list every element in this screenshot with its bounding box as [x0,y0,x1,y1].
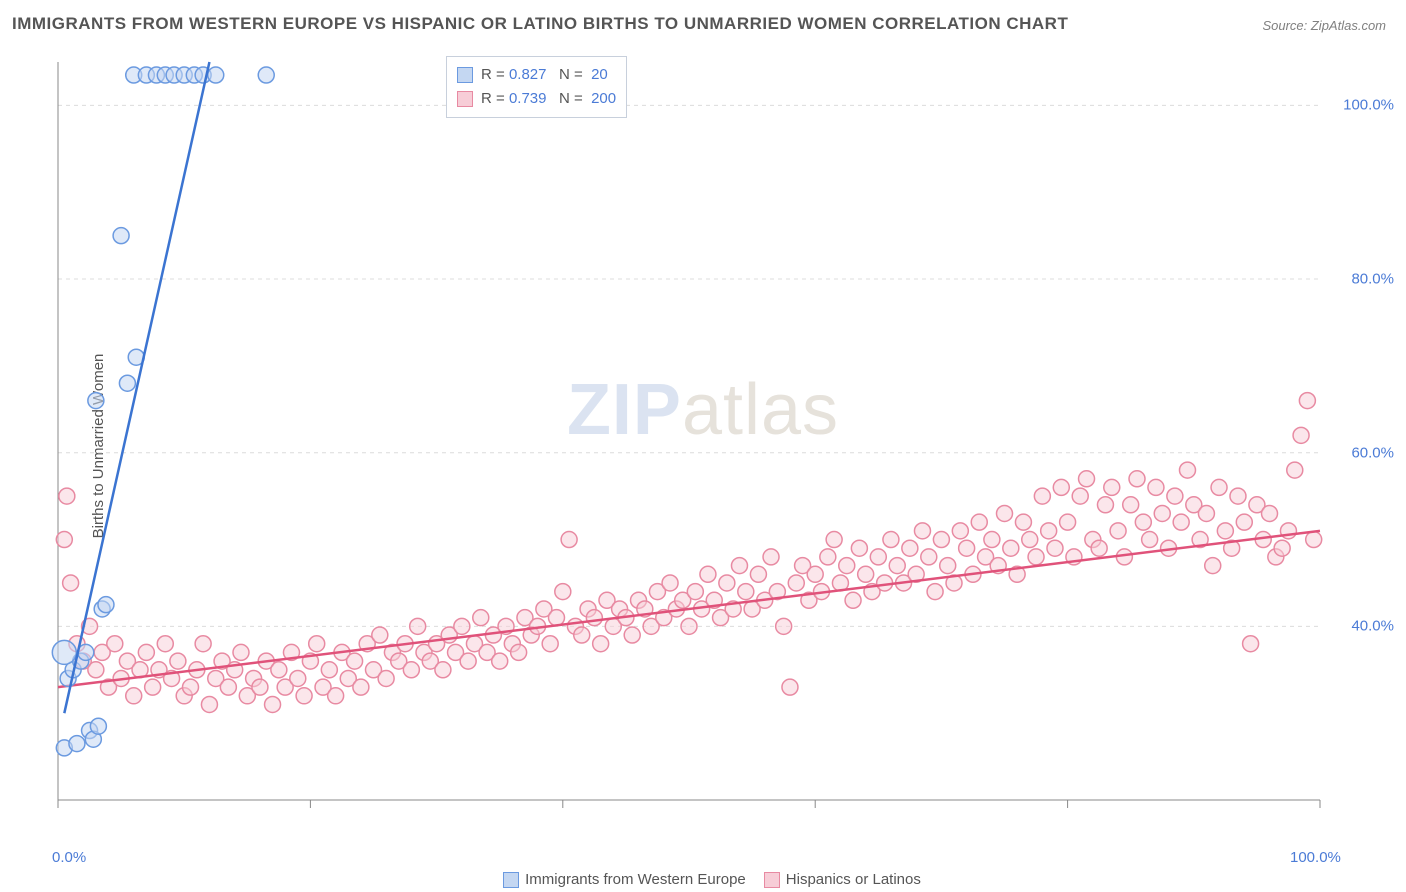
source-attribution: Source: ZipAtlas.com [1262,18,1386,33]
y-tick-label: 100.0% [1343,97,1394,114]
x-tick-label: 100.0% [1290,849,1341,866]
plot-area [50,54,1390,844]
y-tick-label: 40.0% [1351,618,1394,635]
stats-row: R = 0.739 N = 200 [457,87,616,111]
legend-label: Hispanics or Latinos [786,871,921,888]
y-tick-label: 80.0% [1351,271,1394,288]
r-value: 0.739 [509,90,547,107]
legend-label: Immigrants from Western Europe [525,871,746,888]
y-tick-label: 60.0% [1351,444,1394,461]
legend-swatch-icon [503,872,519,888]
correlation-chart: IMMIGRANTS FROM WESTERN EUROPE VS HISPAN… [0,0,1406,892]
r-label: R = [481,90,509,107]
x-axis-legend: Immigrants from Western Europe Hispanics … [0,871,1406,888]
r-value: 0.827 [509,66,547,83]
n-label: N = [546,90,591,107]
stats-legend-box: R = 0.827 N = 20R = 0.739 N = 200 [446,56,627,118]
n-value: 20 [591,66,608,83]
series-swatch-icon [457,67,473,83]
chart-title: IMMIGRANTS FROM WESTERN EUROPE VS HISPAN… [12,14,1068,34]
r-label: R = [481,66,509,83]
x-tick-label: 0.0% [52,849,86,866]
n-value: 200 [591,90,616,107]
legend-swatch-icon [764,872,780,888]
series-swatch-icon [457,91,473,107]
stats-row: R = 0.827 N = 20 [457,63,616,87]
n-label: N = [546,66,591,83]
